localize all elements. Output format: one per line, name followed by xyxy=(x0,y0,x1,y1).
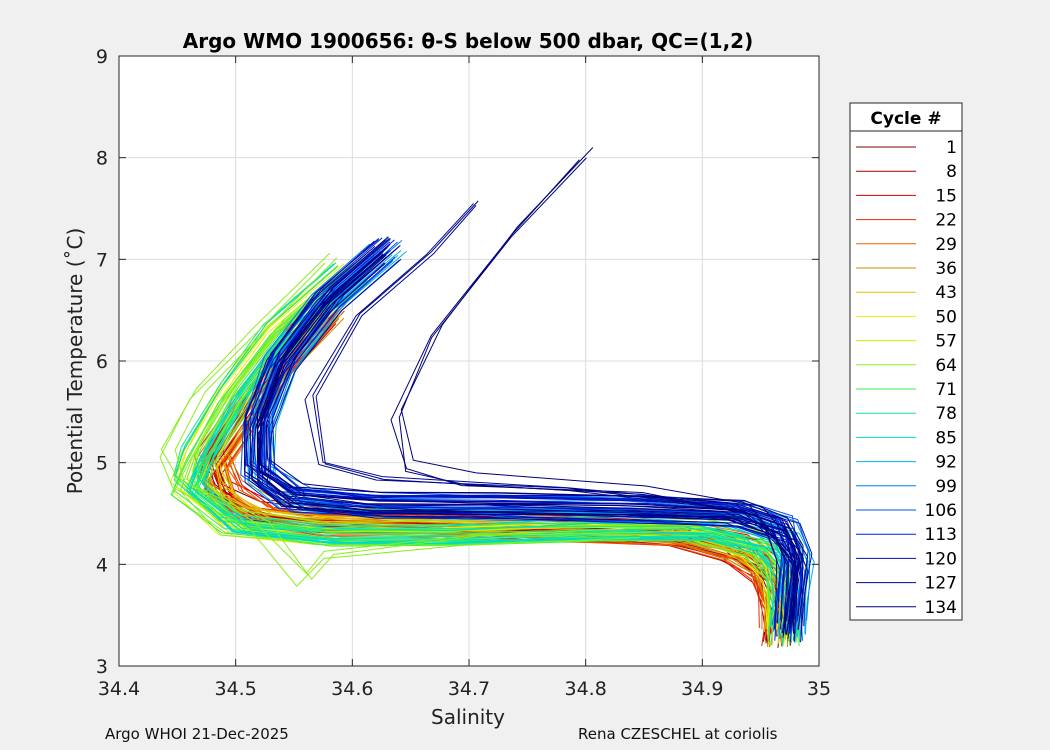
y-tick-label: 7 xyxy=(96,249,108,271)
theta-s-profile xyxy=(265,246,809,630)
legend-entry-label: 106 xyxy=(925,501,957,521)
x-tick-label: 34.4 xyxy=(98,678,140,700)
theta-s-profile xyxy=(186,277,790,643)
legend-entry-label: 134 xyxy=(925,598,957,618)
theta-s-profile xyxy=(174,257,653,580)
x-tick-label: 34.7 xyxy=(448,678,490,700)
legend-entry-label: 36 xyxy=(935,259,957,279)
y-tick-label: 4 xyxy=(96,554,108,576)
x-tick-label: 35 xyxy=(807,678,831,700)
legend-items: 1 8 15 22 29 36 43 50 57 64 71 78 85 92 99 106 113 120 127… xyxy=(856,138,957,618)
y-tick-label: 3 xyxy=(96,656,108,678)
legend-entry-label: 50 xyxy=(935,307,957,327)
theta-s-profile xyxy=(304,203,794,622)
legend-entry-label: 64 xyxy=(935,356,957,376)
legend-entry-label: 92 xyxy=(935,453,957,473)
chart-title: Argo WMO 1900656: θ-S below 500 dbar, QC… xyxy=(183,29,753,53)
theta-s-profile xyxy=(266,258,808,643)
x-tick-label: 34.9 xyxy=(681,678,723,700)
theta-s-profile xyxy=(400,147,803,623)
legend-entry-label: 127 xyxy=(925,574,957,594)
legend-entry-label: 99 xyxy=(935,477,957,497)
footer-source: Argo WHOI 21-Dec-2025 xyxy=(105,725,289,743)
y-tick-label: 8 xyxy=(96,148,108,170)
profile-lines xyxy=(159,147,815,648)
x-tick-label: 34.5 xyxy=(215,678,257,700)
x-tick-label: 34.6 xyxy=(331,678,373,700)
theta-s-profile xyxy=(172,272,772,642)
theta-s-profile xyxy=(174,262,775,628)
legend-entry-label: 8 xyxy=(946,162,957,182)
y-tick-label: 9 xyxy=(96,46,108,68)
legend-entry-label: 85 xyxy=(935,428,957,448)
legend-entry-label: 22 xyxy=(935,211,957,231)
theta-s-profile xyxy=(169,266,771,634)
theta-s-profile xyxy=(215,309,782,633)
footer-operator: Rena CZESCHEL at coriolis xyxy=(578,725,778,743)
theta-s-profile xyxy=(245,240,786,621)
theta-s-profile xyxy=(257,254,801,634)
legend: Cycle # 18152229364350576471788592991061… xyxy=(849,102,963,621)
legend-entry-label: 57 xyxy=(935,332,957,352)
theta-s-profile xyxy=(269,259,806,641)
y-tick-label: 5 xyxy=(96,453,108,475)
legend-entry-label: 15 xyxy=(935,186,957,206)
legend-entry-label: 78 xyxy=(935,404,957,424)
theta-s-profile xyxy=(312,200,796,621)
legend-entry-label: 71 xyxy=(935,380,957,400)
theta-s-profile xyxy=(159,262,640,587)
legend-entry-label: 120 xyxy=(925,549,957,569)
theta-s-profile xyxy=(267,237,804,617)
x-tick-label: 34.8 xyxy=(565,678,607,700)
theta-s-profile xyxy=(315,205,800,624)
legend-entry-label: 1 xyxy=(946,138,957,158)
y-axis-label: Potential Temperature (˚C) xyxy=(63,228,87,495)
axis-ticks: 34.4 34.5 34.6 34.7 34.8 34.9 35 3 4 5 6 7 8 9 xyxy=(96,46,831,700)
theta-s-profile xyxy=(390,159,794,634)
y-tick-label: 6 xyxy=(96,351,108,373)
legend-entry-label: 43 xyxy=(935,283,957,303)
theta-s-profile xyxy=(243,245,778,630)
legend-entry-label: 29 xyxy=(935,235,957,255)
theta-s-profile xyxy=(160,252,645,575)
legend-title: Cycle # xyxy=(870,109,941,129)
theta-s-profile xyxy=(173,263,774,627)
legend-entry-label: 113 xyxy=(925,525,957,545)
x-axis-label: Salinity xyxy=(431,705,505,729)
theta-s-profile xyxy=(258,244,798,629)
